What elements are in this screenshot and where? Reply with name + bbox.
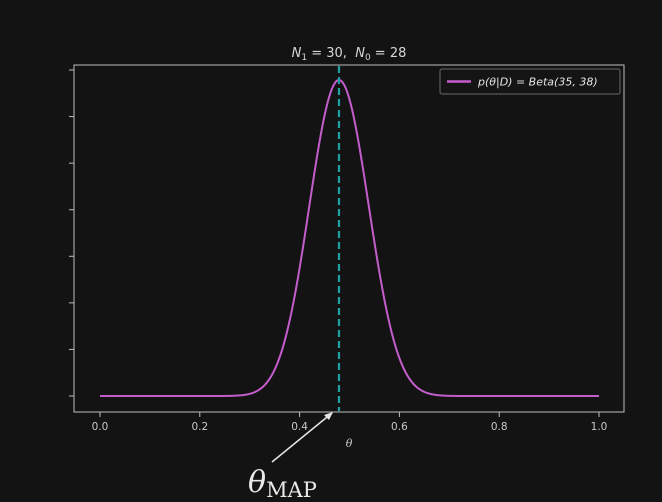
x-tick-label: 0.0 [92,421,109,433]
annotation-arrowhead [324,412,333,420]
chart-title: N1 = 30, N0 = 28 [292,46,407,63]
plot-frame [73,64,625,413]
annotation-symbol: θ [248,465,266,500]
y-ticks [69,69,74,397]
title-n0-sub: 0 [365,53,371,63]
legend-label: p(θ|D) = Beta(35, 38) [477,76,598,89]
title-n0-value: = 28 [371,46,407,61]
x-tick-label: 1.0 [591,421,608,433]
x-tick-label: 0.8 [491,421,508,433]
x-tick-label: 0.4 [291,421,308,433]
map-annotation: θMAP [248,412,333,502]
x-tick-label: 0.6 [391,421,408,433]
annotation-subscript: MAP [266,478,317,502]
x-tick-label: 0.2 [191,421,208,433]
title-n1-value: = 30, [307,46,355,61]
annotation-arrow [271,412,333,463]
title-n1-sub: 1 [301,53,307,63]
series-curve [100,79,599,397]
annotation-label: θMAP [248,465,317,502]
x-axis-label: θ [346,437,353,450]
legend-box [439,68,621,95]
title-n0-symbol: N [355,46,365,61]
x-ticks: 0.0 0.2 0.4 0.6 0.8 1.0 [92,412,608,433]
title-n1-symbol: N [292,46,302,61]
legend: p(θ|D) = Beta(35, 38) [439,68,621,95]
